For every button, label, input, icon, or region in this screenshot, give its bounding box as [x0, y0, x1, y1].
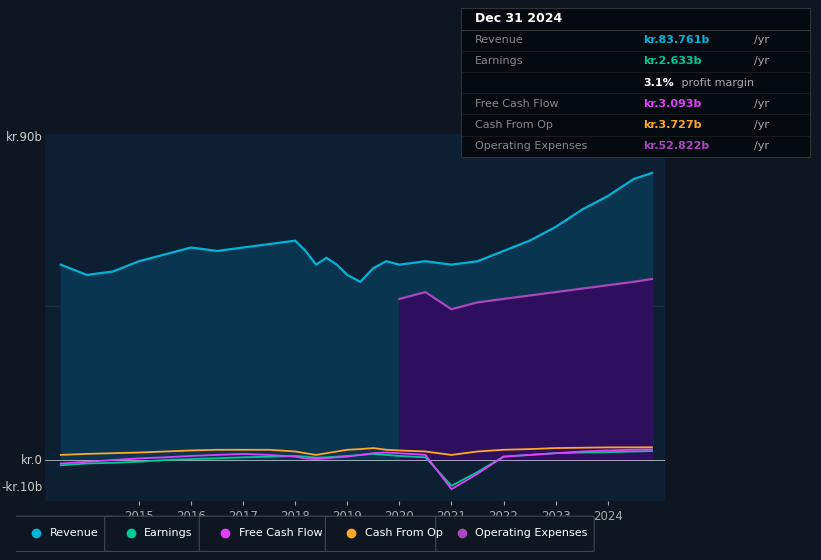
Text: profit margin: profit margin [678, 78, 754, 87]
Text: Free Cash Flow: Free Cash Flow [475, 99, 559, 109]
Text: Earnings: Earnings [144, 529, 193, 538]
Text: /yr: /yr [754, 141, 769, 151]
Text: Revenue: Revenue [49, 529, 99, 538]
Text: /yr: /yr [754, 120, 769, 130]
Text: kr.90b: kr.90b [6, 130, 43, 144]
FancyBboxPatch shape [325, 516, 444, 552]
Text: kr.2.633b: kr.2.633b [643, 57, 701, 67]
Text: Operating Expenses: Operating Expenses [475, 141, 588, 151]
Text: kr.0: kr.0 [21, 454, 43, 467]
Text: -kr.10b: -kr.10b [2, 480, 43, 494]
Text: Revenue: Revenue [475, 35, 524, 45]
Text: Cash From Op: Cash From Op [365, 529, 443, 538]
FancyBboxPatch shape [10, 516, 113, 552]
Text: kr.3.727b: kr.3.727b [643, 120, 701, 130]
FancyBboxPatch shape [105, 516, 208, 552]
Text: /yr: /yr [754, 57, 769, 67]
Text: Free Cash Flow: Free Cash Flow [239, 529, 323, 538]
Text: Dec 31 2024: Dec 31 2024 [475, 12, 562, 26]
Text: /yr: /yr [754, 35, 769, 45]
FancyBboxPatch shape [200, 516, 334, 552]
Text: kr.3.093b: kr.3.093b [643, 99, 701, 109]
Text: Operating Expenses: Operating Expenses [475, 529, 588, 538]
FancyBboxPatch shape [436, 516, 594, 552]
Text: /yr: /yr [754, 99, 769, 109]
Text: kr.52.822b: kr.52.822b [643, 141, 709, 151]
Text: 3.1%: 3.1% [643, 78, 673, 87]
Text: Cash From Op: Cash From Op [475, 120, 553, 130]
Text: Earnings: Earnings [475, 57, 524, 67]
Text: kr.83.761b: kr.83.761b [643, 35, 709, 45]
